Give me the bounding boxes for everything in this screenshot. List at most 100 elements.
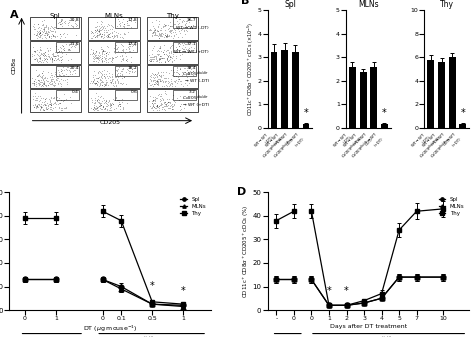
Point bbox=[101, 105, 109, 111]
Point bbox=[56, 21, 64, 27]
Point bbox=[125, 43, 132, 48]
X-axis label: DT ($\mu$g mouse$^{-1}$): DT ($\mu$g mouse$^{-1}$) bbox=[83, 324, 137, 334]
Point bbox=[154, 76, 162, 81]
Point bbox=[171, 30, 179, 35]
Point bbox=[173, 70, 181, 75]
Point bbox=[154, 79, 162, 84]
Point bbox=[159, 101, 166, 106]
Point bbox=[175, 76, 183, 81]
Point bbox=[59, 46, 66, 52]
Point bbox=[111, 81, 119, 86]
Point bbox=[36, 33, 44, 38]
Point bbox=[47, 24, 55, 29]
Point bbox=[33, 31, 41, 36]
Point bbox=[105, 55, 113, 60]
Point bbox=[39, 59, 47, 65]
Point bbox=[95, 83, 102, 89]
Point bbox=[58, 54, 65, 59]
Point bbox=[42, 105, 50, 111]
Point bbox=[187, 66, 194, 71]
Point bbox=[40, 100, 48, 105]
Point bbox=[161, 51, 168, 57]
Point bbox=[38, 52, 46, 57]
Point bbox=[36, 73, 44, 78]
Point bbox=[97, 57, 105, 62]
Point bbox=[57, 81, 65, 87]
Point bbox=[34, 78, 42, 83]
Point bbox=[30, 81, 37, 86]
Point bbox=[164, 53, 172, 59]
Point bbox=[160, 42, 168, 48]
Point bbox=[172, 69, 179, 74]
Point bbox=[43, 83, 50, 88]
Point bbox=[113, 53, 120, 58]
Point bbox=[183, 74, 191, 80]
Point bbox=[94, 104, 102, 110]
Point bbox=[102, 97, 110, 102]
Point bbox=[34, 81, 41, 86]
Point bbox=[35, 50, 43, 55]
Point bbox=[159, 97, 167, 102]
Point bbox=[65, 43, 73, 48]
Point bbox=[112, 32, 120, 37]
Bar bbox=[146, 17, 198, 39]
Point bbox=[123, 23, 131, 28]
Point bbox=[100, 81, 108, 86]
Point bbox=[153, 79, 161, 84]
Text: 0.4: 0.4 bbox=[72, 90, 79, 94]
Point bbox=[89, 51, 96, 56]
Point bbox=[151, 54, 158, 59]
Point bbox=[185, 16, 192, 21]
Point bbox=[33, 95, 41, 100]
Point bbox=[32, 104, 39, 110]
Point bbox=[36, 97, 44, 102]
Point bbox=[150, 77, 158, 83]
Point bbox=[126, 64, 134, 69]
Text: WT$\rightarrow$WT
(+DT): WT$\rightarrow$WT (+DT) bbox=[420, 130, 441, 152]
Point bbox=[178, 40, 186, 45]
Point bbox=[182, 81, 189, 86]
Point bbox=[165, 70, 173, 76]
Point bbox=[30, 48, 37, 53]
Point bbox=[36, 34, 43, 40]
Point bbox=[148, 47, 156, 53]
Point bbox=[152, 95, 160, 100]
Point bbox=[51, 28, 59, 34]
Point bbox=[178, 18, 186, 23]
Point bbox=[66, 71, 74, 76]
Point bbox=[146, 57, 154, 62]
Point bbox=[151, 33, 159, 38]
Point bbox=[51, 33, 59, 38]
Point bbox=[41, 108, 48, 113]
Point bbox=[93, 78, 101, 84]
Point bbox=[36, 54, 44, 59]
Point bbox=[101, 106, 109, 112]
Point bbox=[44, 53, 52, 59]
Point bbox=[128, 43, 136, 49]
Point bbox=[28, 80, 36, 85]
Point bbox=[97, 93, 105, 99]
Point bbox=[148, 81, 156, 87]
Point bbox=[52, 57, 60, 63]
Point bbox=[36, 30, 43, 36]
Point bbox=[111, 79, 119, 84]
Point bbox=[149, 83, 156, 88]
Point bbox=[98, 45, 105, 50]
Point bbox=[103, 49, 111, 55]
Point bbox=[155, 45, 163, 51]
Point bbox=[177, 101, 184, 106]
Text: $\it{Cd209}$$^{dtu/dtr}$$\rightarrow$WT
(+DT): $\it{Cd209}$$^{dtu/dtr}$$\rightarrow$WT … bbox=[350, 130, 384, 165]
Point bbox=[179, 48, 186, 54]
Point bbox=[92, 48, 100, 54]
Point bbox=[152, 56, 160, 61]
Point bbox=[41, 101, 49, 107]
Point bbox=[124, 22, 132, 28]
Title: Spl: Spl bbox=[284, 0, 296, 9]
Point bbox=[169, 106, 177, 112]
Point bbox=[109, 57, 116, 63]
Point bbox=[97, 31, 104, 36]
Point bbox=[96, 69, 103, 74]
Point bbox=[42, 30, 49, 35]
Point bbox=[160, 48, 168, 53]
Point bbox=[180, 66, 187, 71]
